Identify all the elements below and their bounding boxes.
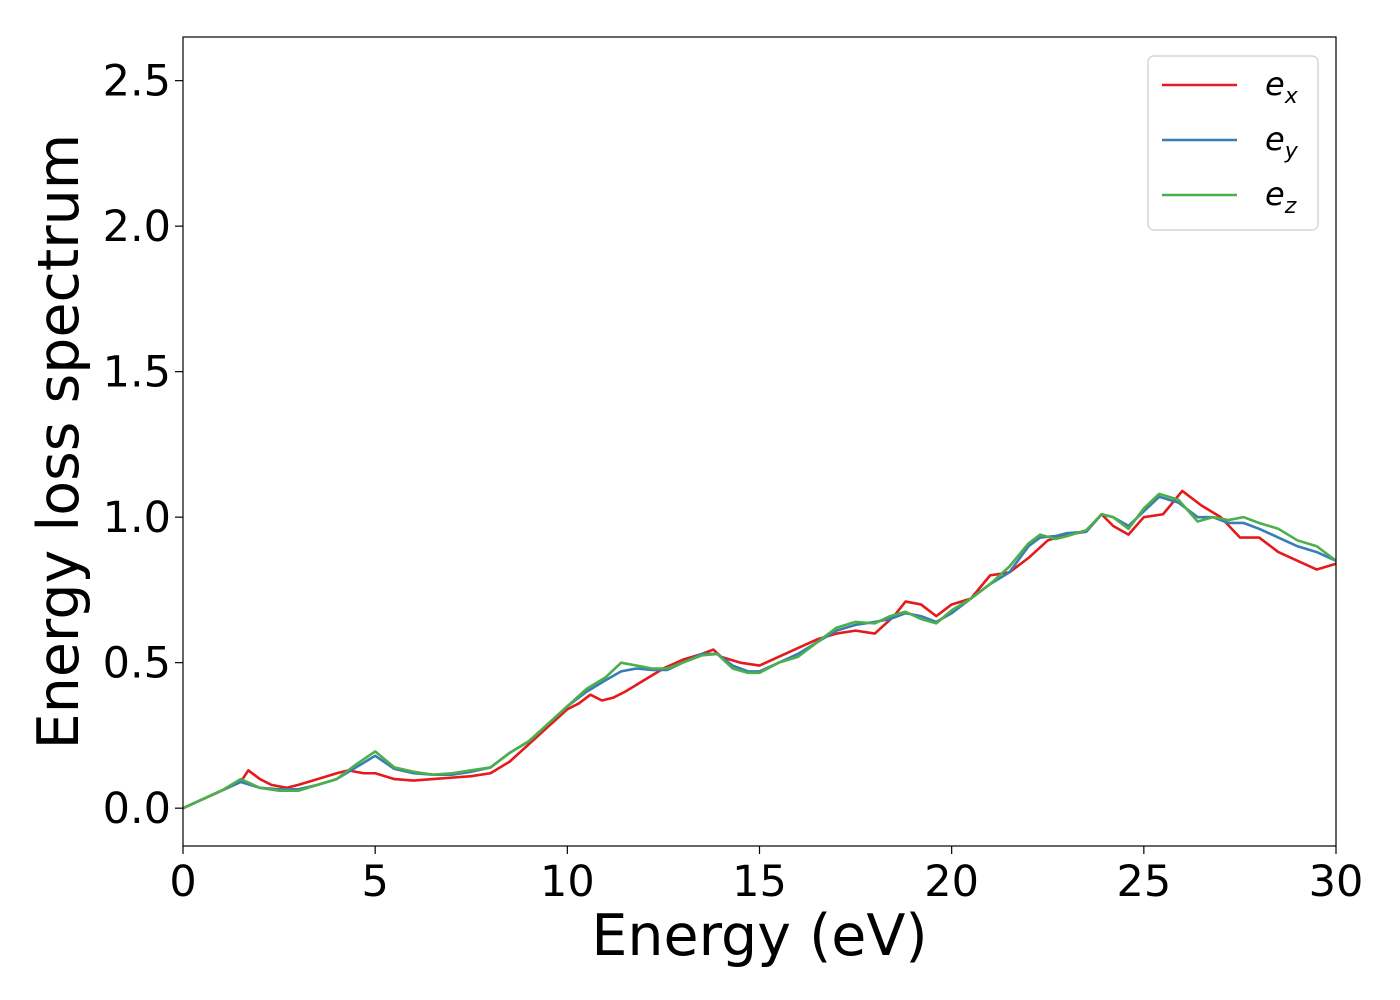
x-tick-label: 5: [361, 857, 388, 907]
legend-box: [1147, 55, 1319, 231]
x-tick-label: 15: [732, 857, 787, 907]
series-layer: [183, 489, 1336, 810]
x-axis-title: Energy (eV): [591, 903, 927, 969]
series-line-z: [183, 492, 1336, 810]
y-tick-label: 1.5: [103, 348, 171, 398]
x-tick-label: 25: [1116, 857, 1171, 907]
y-tick-label: 2.0: [103, 202, 171, 252]
x-tick-label: 10: [540, 857, 595, 907]
x-axis: 0 5 10 15 20 25 30: [169, 846, 1363, 907]
y-axis: 0.0 0.5 1.0 1.5 2.0 2.5: [103, 57, 183, 834]
y-tick-label: 0.0: [103, 784, 171, 834]
y-tick-label: 0.5: [103, 639, 171, 689]
x-tick-label: 0: [169, 857, 196, 907]
y-tick-label: 1.0: [103, 493, 171, 543]
y-axis-title: Energy loss spectrum: [26, 134, 92, 750]
y-tick-label: 2.5: [103, 57, 171, 107]
x-tick-label: 20: [924, 857, 979, 907]
x-tick-label: 30: [1309, 857, 1364, 907]
